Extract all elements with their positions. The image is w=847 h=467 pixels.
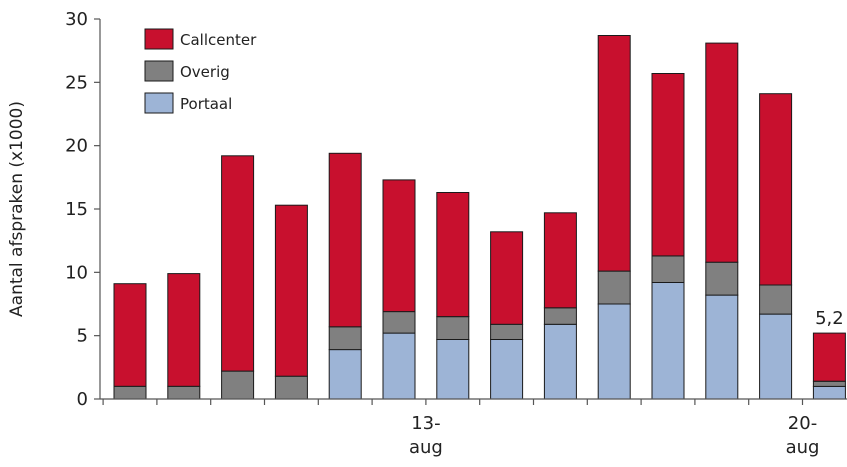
- y-tick-label-30: 30: [65, 9, 88, 30]
- legend-swatch-overig: [144, 60, 174, 82]
- bar-callcenter-3: [274, 204, 308, 377]
- bar-overig-8: [543, 307, 577, 325]
- annotation-13: 5,2: [815, 308, 844, 329]
- bar-overig-7: [490, 323, 524, 340]
- bar-overig-1: [167, 385, 201, 400]
- bar-portaal-5: [382, 332, 416, 400]
- bar-overig-4: [328, 326, 362, 351]
- y-tick-label-5: 5: [77, 326, 88, 347]
- annotations-group: 5,2: [815, 308, 844, 329]
- bar-callcenter-11: [705, 42, 739, 263]
- bar-portaal-13: [812, 385, 846, 400]
- bar-portaal-6: [436, 339, 470, 400]
- bars-group: [113, 35, 846, 400]
- y-axis-title: Aantal afspraken (x1000): [7, 101, 27, 317]
- y-tick-label-10: 10: [65, 262, 88, 283]
- bar-overig-13: [812, 380, 846, 387]
- bar-callcenter-5: [382, 179, 416, 313]
- bar-callcenter-1: [167, 273, 201, 387]
- bar-portaal-8: [543, 323, 577, 400]
- bar-portaal-9: [597, 303, 631, 400]
- y-tick-label-25: 25: [65, 72, 88, 93]
- x-label-13-line-0: 20-: [788, 413, 817, 434]
- bar-callcenter-8: [543, 212, 577, 309]
- bar-callcenter-2: [221, 155, 255, 372]
- legend: Callcenter Overig Portaal: [144, 28, 257, 114]
- bar-callcenter-4: [328, 152, 362, 328]
- bar-callcenter-7: [490, 231, 524, 325]
- bar-overig-2: [221, 370, 255, 400]
- legend-swatch-portaal: [144, 92, 174, 114]
- bar-overig-5: [382, 311, 416, 334]
- legend-label-callcenter: Callcenter: [180, 31, 257, 49]
- bar-callcenter-6: [436, 192, 470, 318]
- bar-overig-11: [705, 261, 739, 296]
- x-label-6-line-1: aug: [409, 437, 443, 458]
- axes-group: 0 5 10 15 20 25 30 13- aug 20- aug: [65, 9, 847, 458]
- x-label-6-line-0: 13-: [411, 413, 440, 434]
- bar-overig-6: [436, 316, 470, 341]
- x-label-13-line-1: aug: [786, 437, 820, 458]
- bar-portaal-12: [759, 313, 793, 400]
- y-tick-label-0: 0: [77, 389, 88, 410]
- bar-callcenter-12: [759, 93, 793, 286]
- y-tick-label-15: 15: [65, 199, 88, 220]
- bar-portaal-11: [705, 294, 739, 400]
- bar-callcenter-13: [812, 332, 846, 382]
- bar-overig-0: [113, 385, 147, 400]
- bar-overig-3: [274, 375, 308, 400]
- bar-callcenter-0: [113, 283, 147, 387]
- y-tick-label-20: 20: [65, 136, 88, 157]
- bar-overig-9: [597, 270, 631, 305]
- bar-overig-10: [651, 255, 685, 283]
- bar-overig-12: [759, 284, 793, 315]
- bar-portaal-7: [490, 339, 524, 400]
- bar-callcenter-10: [651, 73, 685, 257]
- bar-portaal-4: [328, 349, 362, 400]
- legend-label-overig: Overig: [180, 63, 230, 81]
- bar-callcenter-9: [597, 35, 631, 272]
- legend-swatch-callcenter: [144, 28, 174, 50]
- bar-portaal-10: [651, 282, 685, 400]
- legend-label-portaal: Portaal: [180, 95, 232, 113]
